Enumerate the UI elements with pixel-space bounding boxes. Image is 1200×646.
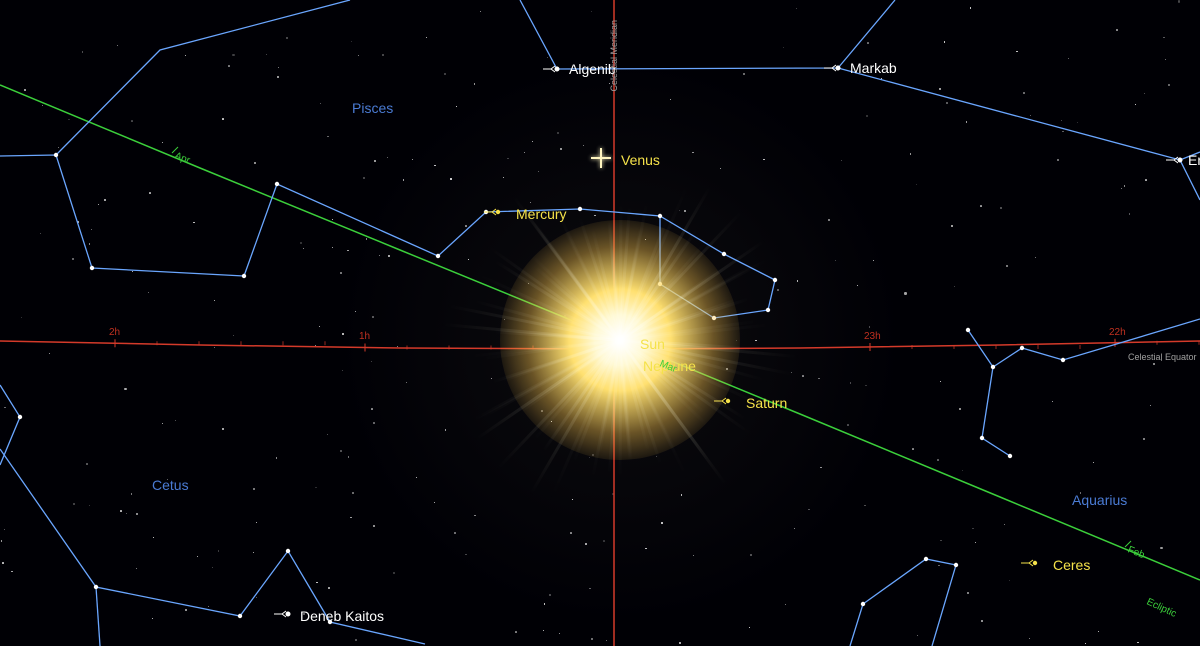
sky-map[interactable]: 2h1h23h22hPiscesCetusAquariusSunNeptuneV… (0, 0, 1200, 646)
map-overlay (0, 0, 1200, 646)
